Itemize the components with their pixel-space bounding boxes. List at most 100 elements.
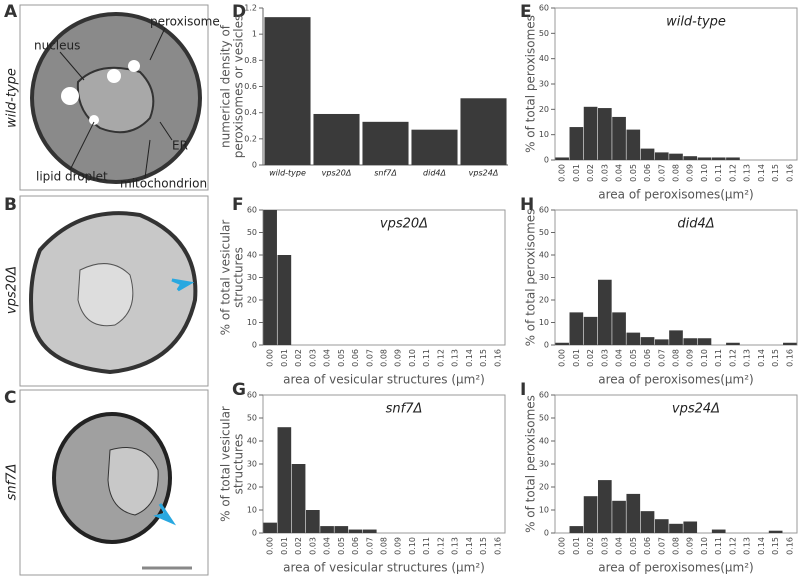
annotation: lipid droplet: [36, 170, 108, 184]
annotation: ER: [172, 139, 188, 153]
strain-label: wild-type: [5, 68, 20, 128]
x-tick-label: 0.10: [408, 349, 417, 367]
bar: [291, 464, 306, 533]
lipid-droplet-shape: [128, 60, 140, 72]
y-tick-label: 60: [539, 206, 549, 215]
x-tick-label: 0.08: [672, 164, 681, 182]
y-tick-label: 0.8: [244, 56, 257, 65]
x-tick-label: 0.11: [714, 164, 723, 182]
bar: [726, 157, 740, 160]
pointer: [69, 121, 95, 171]
bar: [555, 157, 569, 160]
x-axis-label: area of peroxisomes(μm²): [598, 188, 753, 202]
x-tick-label: 0.08: [672, 537, 681, 555]
y-tick-label: 60: [539, 391, 549, 400]
bar: [626, 332, 641, 345]
x-tick-label: 0.07: [657, 164, 666, 182]
lipid-droplet-shape: [89, 115, 99, 125]
bar: [277, 255, 292, 345]
x-tick-label: 0.06: [351, 537, 360, 555]
x-tick-label: snf7Δ: [374, 169, 397, 178]
y-tick-label: 30: [539, 460, 549, 469]
y-tick-label: 40: [539, 251, 549, 260]
y-tick-label: 30: [247, 460, 257, 469]
y-axis-label: % of total peroxisomes: [524, 15, 538, 153]
x-tick-label: 0.16: [785, 537, 794, 555]
y-tick-label: 10: [539, 506, 549, 515]
y-axis-label: % of total vesicular: [219, 406, 233, 522]
bar: [626, 493, 641, 533]
x-axis-label: area of peroxisomes(μm²): [598, 373, 753, 387]
x-tick-label: 0.02: [586, 537, 595, 555]
x-tick-label: 0.09: [686, 164, 695, 182]
x-tick-label: 0.14: [757, 349, 766, 367]
x-tick-label: 0.14: [465, 537, 474, 555]
bar: [697, 157, 712, 160]
x-tick-label: 0.16: [785, 164, 794, 182]
panel-label: C: [4, 388, 16, 408]
y-tick-label: 20: [247, 296, 257, 305]
x-tick-label: 0.10: [700, 537, 709, 555]
bar: [726, 342, 740, 345]
panel-label: A: [4, 2, 18, 22]
bar: [460, 98, 507, 165]
x-tick-label: 0.10: [700, 164, 709, 182]
x-tick-label: 0.12: [728, 537, 737, 555]
x-tick-label: 0.05: [629, 349, 638, 367]
vacuole-shape: [77, 263, 134, 327]
x-tick-label: vps24Δ: [469, 169, 499, 178]
x-tick-label: 0.08: [380, 349, 389, 367]
x-tick-label: 0.03: [600, 349, 609, 367]
bar: [697, 338, 712, 345]
x-tick-label: 0.15: [771, 349, 780, 367]
x-tick-label: 0.04: [615, 349, 624, 367]
bar: [569, 127, 584, 160]
lipid-droplet-shape: [61, 87, 79, 105]
x-tick-label: 0.14: [465, 349, 474, 367]
x-tick-label: wild-type: [269, 169, 306, 178]
x-tick-label: 0.12: [728, 164, 737, 182]
chart-title: snf7Δ: [386, 402, 423, 417]
panel-label: H: [520, 195, 534, 215]
x-tick-label: 0.15: [771, 164, 780, 182]
x-tick-label: 0.15: [479, 349, 488, 367]
x-tick-label: 0.06: [643, 537, 652, 555]
x-axis-label: area of vesicular structures (μm²): [283, 373, 485, 387]
y-tick-label: 0.2: [244, 134, 257, 143]
panel-label: E: [520, 2, 532, 22]
bar: [411, 129, 458, 165]
y-axis-label: structures: [232, 434, 246, 495]
bar: [348, 529, 363, 533]
y-tick-label: 1.2: [244, 4, 257, 13]
y-axis-label: % of total vesicular: [219, 220, 233, 336]
chart-title: did4Δ: [677, 217, 714, 232]
x-tick-label: 0.00: [558, 537, 567, 555]
bar: [683, 521, 698, 533]
x-tick-label: 0.11: [714, 537, 723, 555]
bar: [555, 342, 569, 345]
y-tick-label: 0: [252, 161, 257, 170]
x-tick-label: 0.08: [380, 537, 389, 555]
bar: [768, 530, 783, 533]
x-tick-label: 0.12: [436, 349, 445, 367]
x-tick-label: 0.16: [493, 349, 502, 367]
bar: [569, 312, 584, 345]
bar: [654, 152, 669, 160]
y-tick-label: 0: [544, 156, 549, 165]
x-tick-label: 0.09: [394, 537, 403, 555]
panel-label: B: [4, 195, 17, 215]
bar: [313, 113, 360, 165]
x-tick-label: 0.00: [266, 537, 275, 555]
x-tick-label: 0.11: [422, 537, 431, 555]
bar: [334, 526, 349, 533]
y-tick-label: 20: [539, 483, 549, 492]
x-tick-label: 0.01: [280, 349, 289, 367]
bar: [305, 510, 320, 533]
x-tick-label: 0.07: [365, 349, 374, 367]
x-tick-label: 0.02: [586, 349, 595, 367]
bar: [654, 339, 669, 345]
x-tick-label: 0.02: [586, 164, 595, 182]
y-tick-label: 0.6: [244, 82, 257, 91]
annotation: peroxisome: [150, 15, 220, 29]
vacuole-shape: [107, 447, 159, 516]
